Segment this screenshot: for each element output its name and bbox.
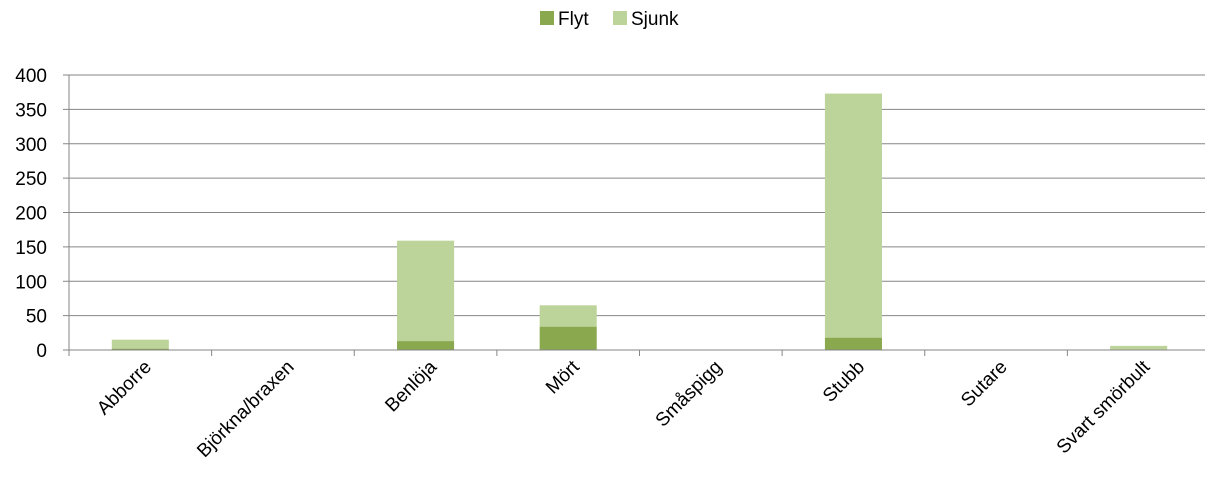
y-tick-label-50: 50 [26, 307, 47, 328]
axes [63, 74, 1205, 356]
x-tick-label-3: Mört [542, 356, 584, 398]
bar-flyt-3 [539, 326, 597, 350]
legend: Flyt Sjunk [540, 9, 679, 30]
y-axis-tick-labels: 0 50 100 150 200 250 300 350 400 [15, 66, 47, 362]
y-tick-label-100: 100 [15, 272, 47, 293]
bars [111, 93, 1168, 350]
bar-sjunk-2 [397, 240, 455, 342]
bar-flyt-2 [397, 341, 455, 350]
x-tick-label-1: Björkna/braxen [193, 357, 298, 462]
bar-flyt-5 [824, 337, 882, 350]
y-tick-label-350: 350 [15, 100, 47, 121]
legend-label-sjunk: Sjunk [631, 9, 679, 30]
legend-swatch-sjunk [613, 11, 627, 25]
bar-flyt-0 [111, 348, 169, 350]
x-tick-label-6: Sutare [957, 357, 1011, 411]
y-tick-label-400: 400 [15, 66, 47, 87]
x-tick-label-2: Benlöja [381, 356, 441, 416]
x-tick-label-4: Småspigg [652, 357, 727, 432]
y-tick-label-250: 250 [15, 169, 47, 190]
x-axis-tick-labels: Abborre Björkna/braxen Benlöja Mört Småspigg… [93, 356, 1155, 462]
bar-sjunk-7 [1110, 345, 1168, 350]
legend-label-flyt: Flyt [558, 9, 589, 30]
gridlines [69, 74, 1205, 317]
bar-sjunk-5 [824, 93, 882, 338]
x-tick-label-5: Stubb [819, 357, 869, 407]
x-tick-label-7: Svart smörbult [1053, 356, 1155, 458]
bar-sjunk-3 [539, 305, 597, 327]
y-tick-label-150: 150 [15, 238, 47, 259]
y-tick-label-200: 200 [15, 204, 47, 225]
x-tick-label-0: Abborre [93, 357, 156, 420]
bar-sjunk-0 [111, 339, 169, 349]
y-tick-label-300: 300 [15, 135, 47, 156]
y-tick-label-0: 0 [36, 341, 47, 362]
legend-swatch-flyt [540, 11, 554, 25]
